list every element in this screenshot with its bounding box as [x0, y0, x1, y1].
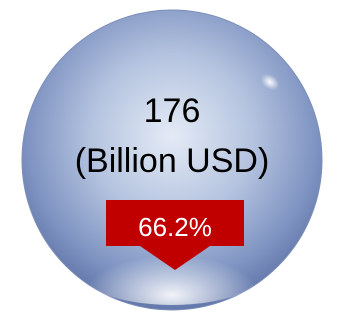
- unit: (Billion USD): [75, 142, 270, 180]
- infographic: 176 (Billion USD) 66.2%: [0, 0, 339, 312]
- value: 176: [144, 92, 201, 130]
- change: 66.2%: [138, 212, 212, 242]
